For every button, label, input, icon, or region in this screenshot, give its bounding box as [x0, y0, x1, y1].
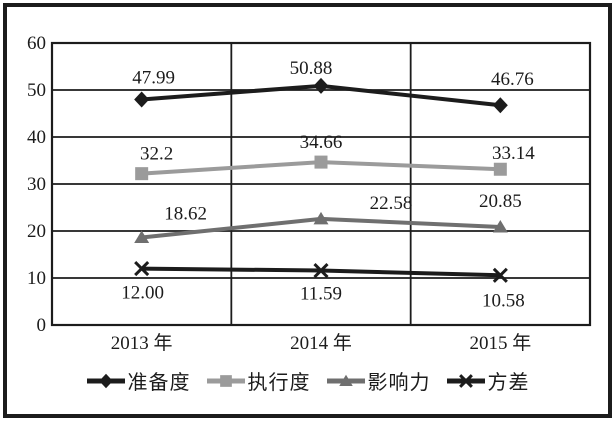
data-label: 20.85 — [479, 191, 522, 212]
legend-glyph-svg — [446, 373, 485, 388]
legend-item-yingxiangli: 影响力 — [326, 366, 431, 395]
legend-label: 方差 — [487, 372, 530, 394]
x-axis-label: 2014 年 — [290, 332, 352, 354]
legend-label: 影响力 — [367, 372, 431, 394]
x-axis-label: 2013 年 — [111, 332, 173, 354]
legend-label: 执行度 — [247, 372, 311, 394]
data-label: 12.00 — [121, 283, 164, 304]
x-axis-label: 2015 年 — [469, 332, 531, 354]
data-label: 22.58 — [370, 193, 413, 214]
data-label: 11.59 — [300, 284, 342, 305]
y-axis-tick-label: 10 — [27, 268, 46, 289]
data-label: 47.99 — [132, 67, 175, 88]
square-marker — [314, 155, 328, 169]
square-series-icon — [206, 372, 246, 390]
diamond-series-icon — [86, 372, 126, 390]
y-axis-tick-label: 0 — [37, 315, 47, 336]
data-label: 18.62 — [164, 203, 207, 224]
chart-legend: 准备度 执行度 影响力 方差 — [0, 366, 615, 395]
data-label: 34.66 — [300, 132, 343, 153]
diamond-marker — [134, 91, 150, 108]
triangle-series-icon — [326, 372, 366, 390]
x-marker — [313, 262, 329, 279]
x-marker — [492, 267, 508, 283]
data-label: 46.76 — [491, 69, 534, 90]
legend-glyph-svg — [86, 373, 125, 388]
triangle-marker — [313, 211, 329, 225]
y-axis-tick-label: 20 — [27, 221, 46, 242]
data-label: 10.58 — [482, 290, 525, 311]
legend-glyph-svg — [206, 374, 245, 387]
triangle-marker — [338, 374, 353, 386]
triangle-marker — [134, 230, 150, 243]
x-marker — [458, 373, 473, 388]
diamond-marker — [313, 77, 329, 94]
data-label: 33.14 — [492, 143, 535, 164]
chart-frame — [3, 3, 612, 418]
legend-label: 准备度 — [127, 372, 191, 394]
triangle-marker — [492, 220, 508, 233]
y-axis-tick-label: 60 — [27, 33, 46, 54]
data-label: 32.2 — [140, 144, 173, 165]
y-axis-tick-label: 50 — [27, 80, 46, 101]
square-marker — [493, 162, 507, 176]
y-axis-tick-label: 40 — [27, 127, 46, 148]
legend-item-zhunbeidu: 准备度 — [86, 366, 191, 395]
data-label: 50.88 — [290, 58, 333, 79]
square-marker — [219, 374, 232, 387]
legend-item-fangcha: 方差 — [446, 366, 530, 395]
diamond-marker — [98, 373, 113, 388]
x-marker — [134, 261, 150, 277]
y-axis-tick-label: 30 — [27, 174, 46, 195]
legend-item-zhixingdu: 执行度 — [206, 366, 311, 395]
plot-border — [50, 41, 592, 327]
diamond-marker — [492, 97, 508, 114]
square-marker — [135, 167, 149, 181]
legend-glyph-svg — [326, 374, 365, 386]
x-series-icon — [446, 372, 486, 390]
